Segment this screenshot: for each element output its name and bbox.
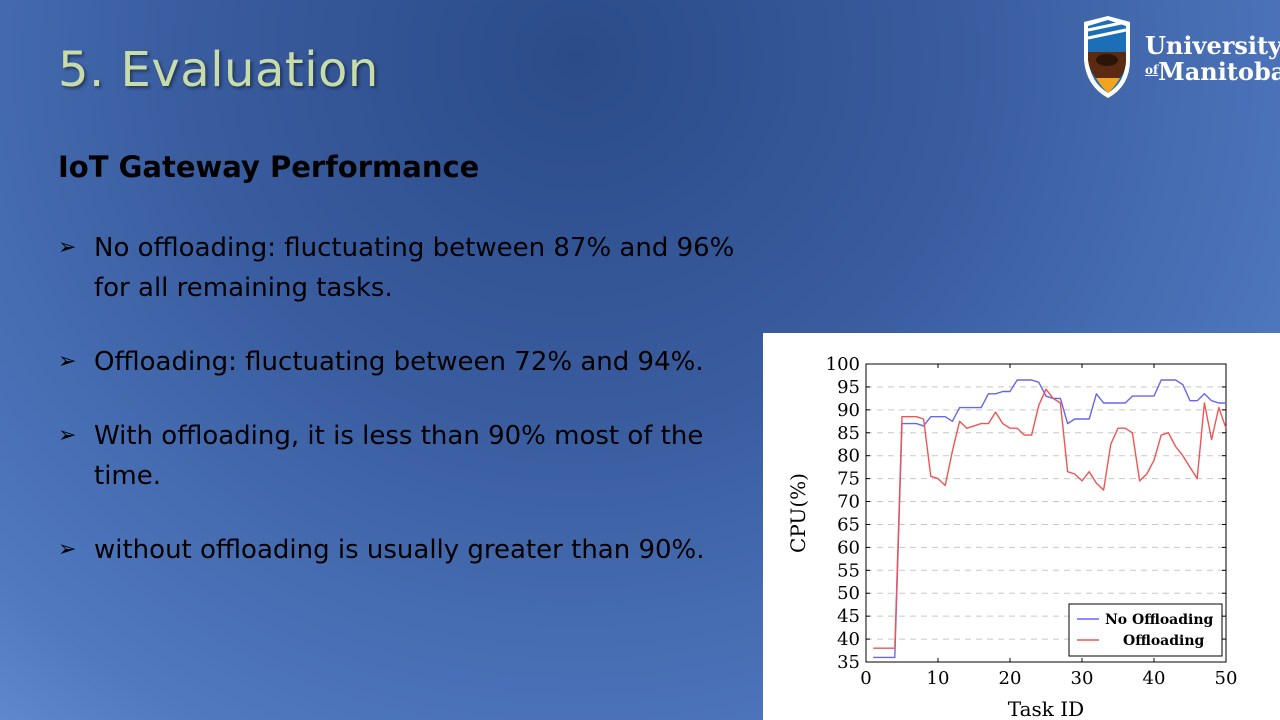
y-tick-label: 50	[837, 583, 860, 604]
bullet-text: No offloading: fluctuating between 87% a…	[94, 233, 735, 303]
bullet-text: without offloading is usually greater th…	[94, 535, 705, 565]
arrow-right-icon: ➢	[58, 537, 77, 562]
chart-grid	[866, 386, 1226, 640]
y-tick-label: 90	[837, 400, 860, 421]
bullet-item: ➢ Offloading: fluctuating between 72% and…	[58, 342, 758, 382]
arrow-right-icon: ➢	[58, 349, 77, 374]
y-tick-label: 70	[837, 492, 860, 513]
y-axis-label: CPU(%)	[786, 473, 810, 553]
x-axis-label: Task ID	[1008, 697, 1084, 720]
legend-box	[1068, 603, 1223, 657]
logo-line-of: of	[1145, 63, 1159, 77]
bullet-item: ➢ without offloading is usually greater t…	[58, 530, 758, 570]
x-tick-label: 40	[1143, 668, 1166, 689]
y-tick-label: 100	[826, 354, 860, 375]
y-tick-label: 40	[837, 629, 860, 650]
legend-label: No Offloading	[1105, 612, 1214, 628]
legend-label: Offloading	[1123, 633, 1205, 649]
bullet-item: ➢ With offloading, it is less than 90% mo…	[58, 416, 758, 496]
y-tick-label: 55	[837, 560, 860, 581]
chart-series	[873, 379, 1227, 659]
y-tick-label: 85	[837, 423, 860, 444]
y-tick-label: 75	[837, 469, 860, 490]
y-tick-label: 60	[837, 537, 860, 558]
slide-title: 5. Evaluation	[58, 42, 379, 98]
x-tick-label: 20	[999, 668, 1022, 689]
slide-subtitle: IoT Gateway Performance	[58, 150, 480, 184]
arrow-right-icon: ➢	[58, 235, 77, 260]
y-tick-label: 35	[837, 652, 860, 673]
y-tick-label: 65	[837, 514, 860, 535]
bullet-list: ➢ No offloading: fluctuating between 87% …	[58, 228, 758, 604]
series-line-no-offloading	[873, 379, 1226, 659]
x-tick-label: 30	[1071, 668, 1094, 689]
x-tick-label: 50	[1215, 668, 1238, 689]
plot-frame	[865, 363, 1227, 663]
arrow-right-icon: ➢	[58, 423, 77, 448]
y-tick-label: 95	[837, 377, 860, 398]
bison-shield-icon	[1084, 16, 1130, 98]
x-tick-label: 0	[860, 668, 871, 689]
chart-legend: No Offloading Offloading	[1068, 603, 1223, 657]
y-tick-label: 45	[837, 606, 860, 627]
logo-line-university: University	[1145, 31, 1280, 60]
logo-line-manitoba: Manitoba	[1158, 57, 1280, 86]
logo-wordmark: University ofManitoba	[1145, 34, 1280, 84]
y-tick-label: 80	[837, 446, 860, 467]
bullet-item: ➢ No offloading: fluctuating between 87% …	[58, 228, 758, 308]
bullet-text: With offloading, it is less than 90% mos…	[94, 421, 704, 491]
x-tick-label: 10	[927, 668, 950, 689]
series-line-offloading	[873, 388, 1227, 649]
bullet-text: Offloading: fluctuating between 72% and …	[94, 347, 704, 377]
cpu-chart-panel: 35 40 45 50 55 60 65 70 75 80 85 90 95 100 0 10 20 30 40 50…	[763, 333, 1280, 720]
